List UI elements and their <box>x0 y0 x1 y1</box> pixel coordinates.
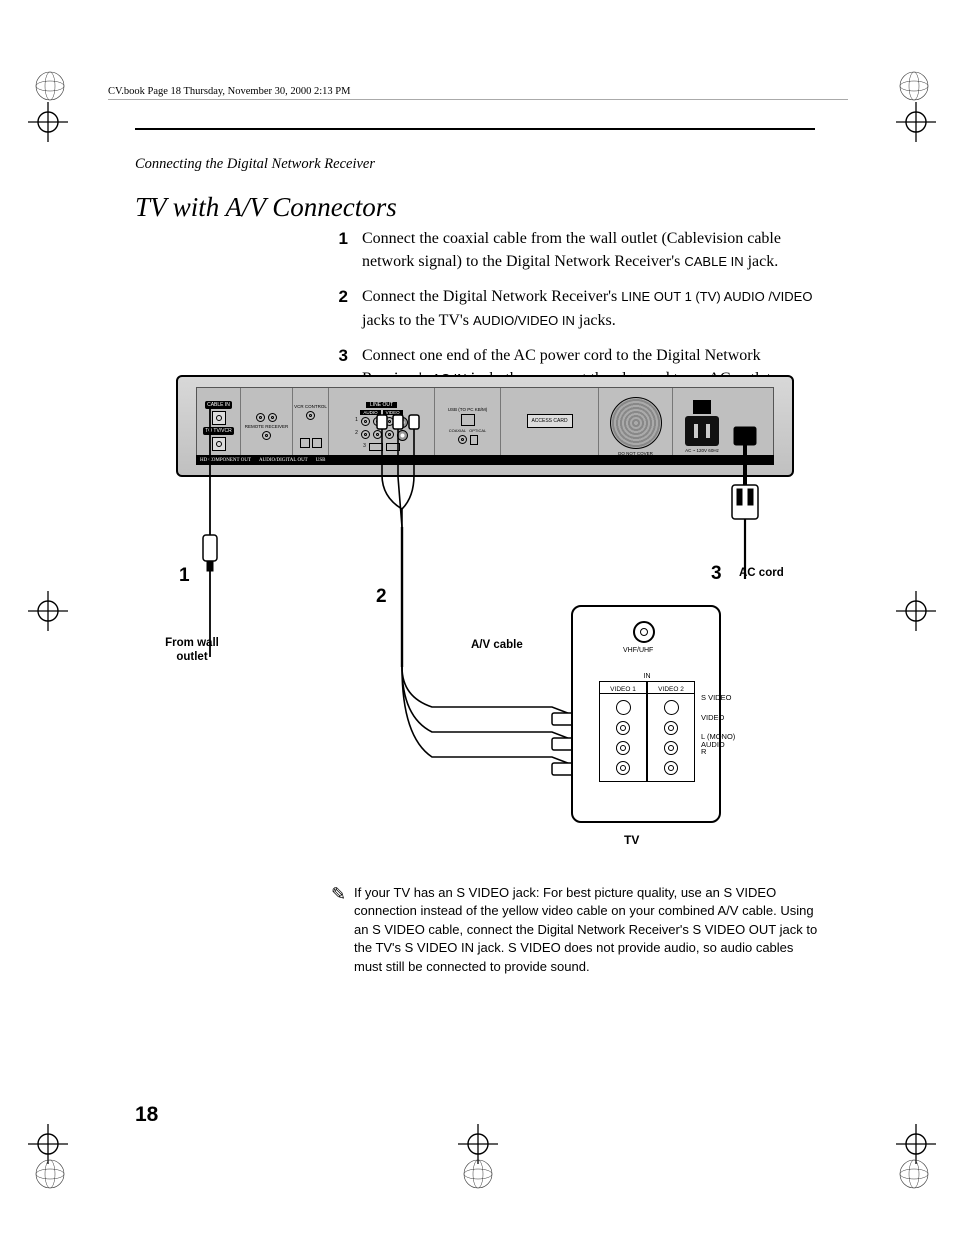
step-number: 1 <box>332 227 348 273</box>
step-text: Connect the Digital Network Receiver's L… <box>362 285 822 331</box>
reg-mark-bl-sphere <box>28 1152 72 1196</box>
tv-audio-r-2 <box>664 761 678 775</box>
tv-in-label: IN <box>599 673 695 682</box>
note-text: If your TV has an S VIDEO jack: For best… <box>354 885 817 974</box>
reg-mark-left-cross <box>26 100 70 144</box>
header-rule <box>108 99 848 100</box>
tv-svideo-1 <box>616 700 631 715</box>
step-number: 2 <box>332 285 348 331</box>
tv-audio-label: AUDIO <box>701 741 735 749</box>
line-out-label: LINE OUT <box>366 402 397 408</box>
vhf-uhf-label: VHF/UHF <box>623 647 653 654</box>
tv-svideo-2 <box>664 700 679 715</box>
tv-video-2 <box>664 721 678 735</box>
header-line: CV.book Page 18 Thursday, November 30, 2… <box>108 86 350 97</box>
tv-svideo-label: S VIDEO <box>701 693 735 702</box>
from-wall-label: From walloutlet <box>152 637 232 665</box>
step-item: 1 Connect the coaxial cable from the wall… <box>332 227 822 273</box>
diagram-num-3: 3 <box>711 563 722 585</box>
tv-label: TV <box>624 833 639 847</box>
fan-vent <box>610 397 662 449</box>
reg-mark-mid-right-cross <box>894 589 938 633</box>
video1-label: VIDEO 1 <box>600 686 646 694</box>
remote-label: REMOTE RECEIVER <box>245 424 289 429</box>
tv-video-label: VIDEO <box>701 713 735 722</box>
page-title: TV with A/V Connectors <box>135 192 397 223</box>
ac-label: AC ~ 120V 60Hz <box>685 448 719 453</box>
pencil-icon: ✎ <box>331 882 346 908</box>
section-rule <box>135 128 815 130</box>
usb-kb-label: USB (TO PC KB/M) <box>448 407 487 412</box>
tv-video-1 <box>616 721 630 735</box>
access-card-slot: ACCESS CARD <box>527 414 573 428</box>
video2-label: VIDEO 2 <box>648 686 694 694</box>
reg-mark-bc-cross <box>456 1122 500 1166</box>
page-number: 18 <box>135 1103 158 1127</box>
diagram-num-1: 1 <box>179 565 190 587</box>
vcr-control-label: VCR CONTROL <box>294 404 327 409</box>
reg-mark-mid-left-cross <box>26 589 70 633</box>
page: CV.book Page 18 Thursday, November 30, 2… <box>0 0 954 1235</box>
tv-audio-r-1 <box>616 761 630 775</box>
cable-1-wire <box>198 407 238 667</box>
tv-audio-l-2 <box>664 741 678 755</box>
power-switch <box>693 400 711 414</box>
reg-mark-right-cross <box>894 100 938 144</box>
section-label: Connecting the Digital Network Receiver <box>135 156 375 173</box>
cable-2-wire <box>372 427 462 817</box>
tv-audio-r-label: R <box>701 748 735 756</box>
connection-diagram: CABLE IN TO TV/VCR REMOTE RECEIVER VCR C… <box>176 375 794 853</box>
tv-coax-jack <box>633 621 655 643</box>
step-item: 2 Connect the Digital Network Receiver's … <box>332 285 822 331</box>
step-text: Connect the coaxial cable from the wall … <box>362 227 822 273</box>
ac-cord-label: AC cord <box>739 567 784 581</box>
av-cable-label: A/V cable <box>471 639 523 653</box>
receiver-rear-panel: CABLE IN TO TV/VCR REMOTE RECEIVER VCR C… <box>176 375 794 477</box>
reg-mark-br-sphere <box>892 1152 936 1196</box>
cable-3-wire <box>724 429 774 589</box>
note-block: ✎ If your TV has an S VIDEO jack: For be… <box>354 884 822 976</box>
tv-audio-l-1 <box>616 741 630 755</box>
tv-rear-panel: VHF/UHF IN VIDEO 1 VIDEO 2 <box>571 605 721 823</box>
ac-socket <box>685 416 719 446</box>
diagram-num-2: 2 <box>376 586 387 608</box>
